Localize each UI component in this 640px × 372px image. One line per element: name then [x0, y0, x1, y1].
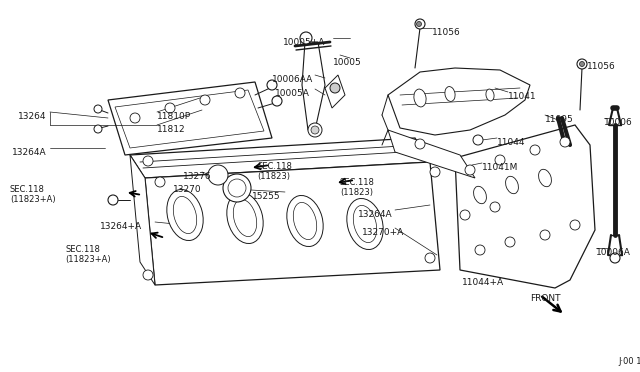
- Polygon shape: [388, 68, 530, 135]
- Polygon shape: [115, 90, 264, 148]
- Circle shape: [475, 245, 485, 255]
- Ellipse shape: [173, 196, 196, 234]
- Ellipse shape: [445, 87, 455, 102]
- Text: 10005A: 10005A: [275, 89, 310, 98]
- Circle shape: [579, 61, 584, 67]
- Circle shape: [330, 83, 340, 93]
- Circle shape: [155, 177, 165, 187]
- Circle shape: [165, 103, 175, 113]
- Text: 10006AA: 10006AA: [272, 75, 313, 84]
- Text: 13264+A: 13264+A: [100, 222, 142, 231]
- Text: 11812: 11812: [157, 125, 186, 134]
- Text: J·00 1´: J·00 1´: [618, 356, 640, 366]
- Text: 11041: 11041: [508, 92, 536, 101]
- Text: 13264A: 13264A: [12, 148, 47, 157]
- Text: 13270: 13270: [173, 185, 202, 194]
- Ellipse shape: [506, 176, 518, 194]
- Circle shape: [560, 137, 570, 147]
- Polygon shape: [108, 82, 272, 155]
- Text: 13264: 13264: [18, 112, 47, 121]
- Circle shape: [235, 88, 245, 98]
- Circle shape: [505, 237, 515, 247]
- Circle shape: [108, 195, 118, 205]
- Text: (11823+A): (11823+A): [10, 195, 56, 204]
- Circle shape: [490, 202, 500, 212]
- Polygon shape: [130, 155, 155, 285]
- Text: 11056: 11056: [432, 28, 461, 37]
- Polygon shape: [145, 162, 440, 285]
- Text: 11095: 11095: [545, 115, 573, 124]
- Ellipse shape: [234, 199, 257, 237]
- Ellipse shape: [353, 205, 377, 243]
- Text: (11823): (11823): [340, 188, 373, 197]
- Text: (11823+A): (11823+A): [65, 255, 111, 264]
- Circle shape: [308, 123, 322, 137]
- Circle shape: [200, 95, 210, 105]
- Circle shape: [425, 253, 435, 263]
- Circle shape: [300, 32, 312, 44]
- Text: FRONT: FRONT: [530, 294, 561, 303]
- Circle shape: [130, 113, 140, 123]
- Polygon shape: [302, 42, 325, 130]
- Circle shape: [228, 179, 246, 197]
- Ellipse shape: [486, 89, 494, 101]
- Text: 13264A: 13264A: [358, 210, 392, 219]
- Text: 10006: 10006: [604, 118, 633, 127]
- Circle shape: [530, 145, 540, 155]
- Text: SEC.118: SEC.118: [257, 162, 292, 171]
- Text: 15255: 15255: [252, 192, 280, 201]
- Text: (11823): (11823): [257, 172, 290, 181]
- Circle shape: [94, 105, 102, 113]
- Circle shape: [143, 156, 153, 166]
- Circle shape: [311, 126, 319, 134]
- Polygon shape: [455, 125, 595, 288]
- Circle shape: [430, 167, 440, 177]
- Polygon shape: [325, 75, 345, 108]
- Circle shape: [415, 139, 425, 149]
- Circle shape: [473, 135, 483, 145]
- Circle shape: [94, 125, 102, 133]
- Circle shape: [272, 96, 282, 106]
- Circle shape: [223, 174, 251, 202]
- Circle shape: [415, 19, 425, 29]
- Text: 13276: 13276: [183, 172, 212, 181]
- Text: SEC.118: SEC.118: [340, 178, 375, 187]
- Circle shape: [143, 270, 153, 280]
- Text: 11810P: 11810P: [157, 112, 191, 121]
- Ellipse shape: [539, 169, 552, 187]
- Polygon shape: [388, 130, 475, 178]
- Circle shape: [417, 22, 422, 26]
- Circle shape: [208, 165, 228, 185]
- Text: SEC.118: SEC.118: [10, 185, 45, 194]
- Ellipse shape: [293, 202, 317, 240]
- Text: 11041M: 11041M: [482, 163, 518, 172]
- Circle shape: [570, 220, 580, 230]
- Polygon shape: [130, 138, 430, 178]
- Text: 10006A: 10006A: [596, 248, 631, 257]
- Text: SEC.118: SEC.118: [65, 245, 100, 254]
- Circle shape: [577, 59, 587, 69]
- Ellipse shape: [287, 195, 323, 247]
- Circle shape: [495, 155, 505, 165]
- Circle shape: [267, 80, 277, 90]
- Ellipse shape: [167, 189, 203, 241]
- Ellipse shape: [474, 186, 486, 204]
- Text: 10005: 10005: [333, 58, 362, 67]
- Text: 11056: 11056: [587, 62, 616, 71]
- Text: 13270+A: 13270+A: [362, 228, 404, 237]
- Ellipse shape: [414, 89, 426, 107]
- Circle shape: [465, 165, 475, 175]
- Ellipse shape: [347, 199, 383, 250]
- Circle shape: [460, 210, 470, 220]
- Ellipse shape: [227, 192, 263, 244]
- Circle shape: [540, 230, 550, 240]
- Text: 11044: 11044: [497, 138, 525, 147]
- Text: 10005+A: 10005+A: [283, 38, 325, 47]
- Circle shape: [610, 253, 620, 263]
- Text: 11044+A: 11044+A: [462, 278, 504, 287]
